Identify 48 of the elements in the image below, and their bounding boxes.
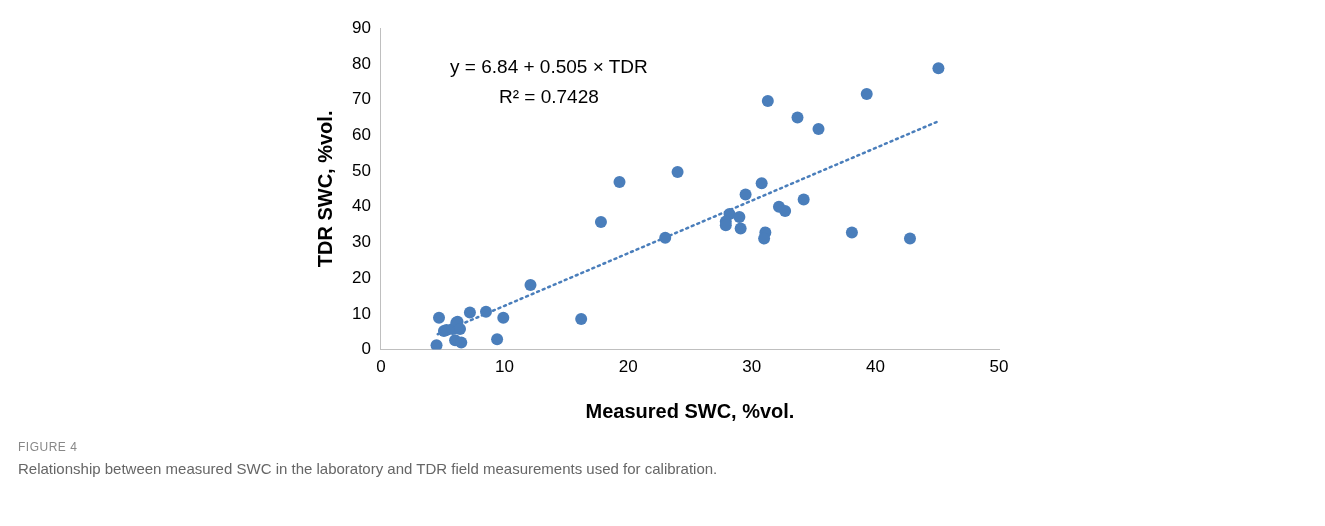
annotation: y = 6.84 + 0.505 × TDR (450, 56, 648, 78)
y-tick-label: 70 (351, 89, 371, 109)
point (755, 177, 768, 190)
point (433, 311, 446, 324)
y-tick-label: 90 (351, 17, 371, 37)
point (575, 312, 588, 325)
y-tick-label: 40 (351, 196, 371, 216)
point (659, 231, 672, 244)
x-tick-label: 20 (618, 357, 638, 377)
point (733, 211, 746, 224)
x-axis-title: Measured SWC, %vol. (585, 399, 795, 422)
point (791, 111, 804, 124)
point (779, 205, 792, 218)
x-tick-label: 50 (989, 357, 1009, 377)
point (671, 166, 684, 179)
point (734, 222, 747, 235)
y-tick-label: 10 (351, 303, 371, 323)
x-tick-label: 30 (742, 357, 762, 377)
y-axis-title: TDR SWC, %vol. (313, 110, 336, 268)
point (524, 278, 537, 291)
text: Relationship between measured SWC in the laboratory and TDR field measurements used for calibration. (18, 460, 719, 477)
point (761, 95, 774, 108)
point (860, 87, 873, 100)
point (430, 339, 443, 350)
point (797, 193, 810, 206)
point (739, 188, 752, 201)
point (613, 176, 626, 189)
x-tick-label: 0 (376, 357, 386, 377)
point (904, 232, 916, 245)
point (497, 311, 510, 324)
point (932, 62, 945, 75)
y-tick-label: 80 (351, 53, 371, 73)
point (455, 336, 468, 349)
y-tick-label: 60 (351, 125, 371, 145)
x-tick-label: 40 (865, 357, 885, 377)
x-tick-label: 10 (495, 357, 514, 377)
y-tick-label: 0 (361, 339, 371, 359)
point (594, 216, 607, 229)
y-tick-label: 50 (351, 160, 371, 180)
point (463, 306, 476, 319)
y-tick-label: 20 (351, 267, 371, 287)
y-tick-label: 30 (351, 232, 371, 252)
caption: FIGURE 4 (18, 440, 79, 454)
point (845, 226, 858, 239)
point (812, 122, 825, 135)
point (491, 333, 504, 346)
annotation: R² = 0.7428 (499, 86, 599, 108)
point (479, 305, 492, 318)
